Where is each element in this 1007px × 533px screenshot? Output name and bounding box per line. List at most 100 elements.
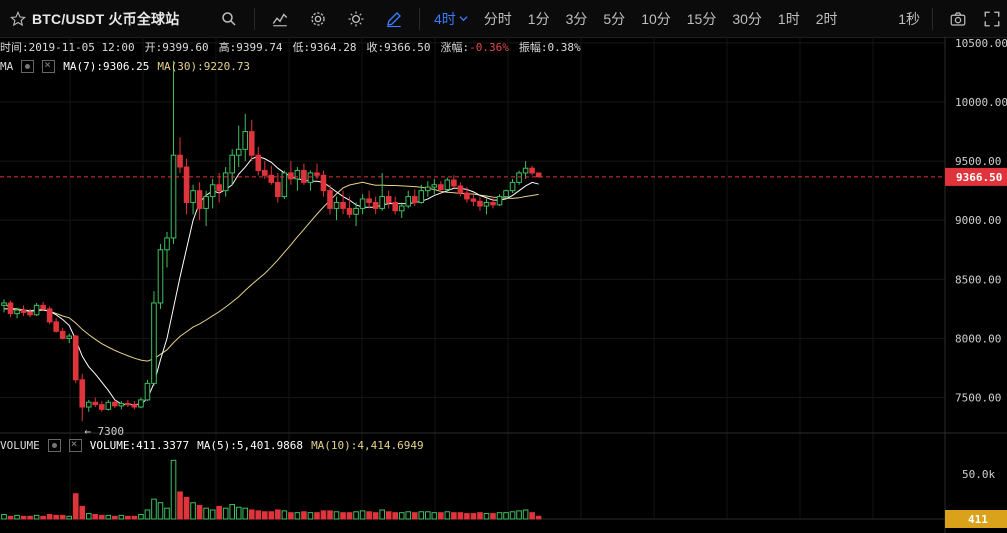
volume-bar	[411, 512, 418, 520]
volume-settings-icon[interactable]	[47, 438, 61, 452]
ohlc-info: 时间:2019-11-05 12:00 开:9399.60 高:9399.74 …	[0, 39, 581, 57]
ma30-value: MA(30):9220.73	[157, 59, 251, 73]
interval-dropdown[interactable]: 4时	[426, 0, 476, 37]
candles	[1, 60, 542, 422]
candle-body	[516, 172, 522, 183]
volume-tick-label: 50.0k	[962, 468, 995, 481]
interval-option-15m[interactable]: 15分	[686, 10, 717, 27]
active-interval-label: 4时	[434, 10, 456, 27]
last-price-label: 9366.50	[956, 171, 1002, 184]
candle-body	[275, 181, 281, 198]
volume-bar	[203, 507, 209, 520]
candle-body	[7, 302, 14, 315]
candle-body	[457, 185, 464, 194]
symbol-selector[interactable]: BTC/USDT 火币全球站	[0, 0, 210, 37]
ma-settings-icon[interactable]	[21, 59, 35, 73]
volume-value: VOLUME:411.3377	[89, 438, 190, 452]
candle-body	[535, 172, 542, 178]
toolbar-divider	[419, 7, 420, 30]
settings-button[interactable]	[299, 0, 337, 37]
search-button[interactable]	[210, 0, 248, 37]
candle-body	[333, 201, 340, 209]
candle-body	[314, 172, 320, 176]
volume-bar	[307, 512, 314, 520]
candle-body	[392, 201, 398, 212]
ma-label: MA	[0, 59, 14, 73]
volume-bar	[320, 510, 327, 520]
candle-body	[418, 190, 425, 203]
low-annotation: ← 7300	[84, 425, 124, 438]
candle-body	[222, 172, 229, 192]
volume-bar	[131, 515, 138, 520]
volume-bar	[242, 507, 249, 520]
candle-body	[405, 196, 412, 207]
candle-body	[372, 201, 379, 209]
interval-option-10m[interactable]: 10分	[641, 10, 671, 27]
candle-body	[464, 192, 470, 200]
volume-bar	[275, 509, 281, 520]
draw-button[interactable]	[375, 0, 413, 37]
candle-body	[248, 131, 255, 156]
interval-option-1h[interactable]: 1时	[777, 10, 800, 27]
volume-bar	[72, 493, 79, 520]
volume-bar	[53, 514, 59, 520]
volume-bar	[268, 511, 275, 520]
search-icon	[222, 11, 236, 26]
volume-bar	[457, 512, 464, 520]
volume-bar	[190, 502, 196, 520]
volume-bar	[20, 515, 27, 520]
screenshot-button[interactable]	[939, 0, 977, 37]
interval-option-fenshi[interactable]: 分时	[483, 10, 512, 27]
candle-body	[72, 335, 79, 381]
volume-bar	[1, 513, 7, 520]
interval-option-5m[interactable]: 5分	[603, 10, 626, 27]
candle-body	[385, 196, 392, 203]
candle-body	[229, 154, 235, 174]
symbol-name[interactable]: BTC/USDT 火币全球站	[32, 10, 180, 27]
price-tick-label: 7500.00	[955, 392, 1001, 405]
volume-bar	[144, 509, 151, 520]
volume-bar	[418, 511, 425, 520]
indicator-button[interactable]	[261, 0, 299, 37]
volume-bar	[255, 510, 262, 520]
volume-bar	[379, 509, 385, 520]
volume-bar	[7, 515, 14, 520]
volume-bar	[477, 512, 483, 520]
volume-close-icon[interactable]	[68, 437, 82, 452]
interval-option-2h[interactable]: 2时	[815, 10, 838, 27]
theme-button[interactable]	[337, 0, 375, 37]
interval-option-3m[interactable]: 3分	[565, 10, 588, 27]
volume-bar	[372, 512, 379, 520]
candle-body	[398, 205, 405, 212]
price-axis[interactable]: 10500.00 10000.00 9500.00 9000.00 8500.00 800…	[0, 37, 1007, 528]
ohlc-low: 低:9364.28	[292, 41, 357, 54]
volume-bar	[105, 514, 112, 520]
candle-body	[327, 190, 333, 209]
ma-close-icon[interactable]	[42, 58, 56, 73]
ma30-line	[3, 181, 539, 362]
volume-bar	[314, 512, 320, 520]
candle-body	[144, 382, 151, 401]
volume-bar	[327, 510, 333, 520]
volume-bar	[294, 512, 301, 520]
ohlc-amplitude: 振幅:0.38%	[518, 41, 581, 54]
candle-body	[340, 201, 346, 209]
candle-body	[203, 196, 209, 209]
volume-bar	[516, 510, 522, 520]
volume-bar	[444, 511, 451, 520]
ohlc-high: 高:9399.74	[218, 41, 283, 54]
volume-bar	[385, 511, 392, 520]
fullscreen-button[interactable]	[977, 0, 1007, 37]
candle-body	[59, 330, 66, 339]
star-icon[interactable]	[10, 10, 26, 27]
price-chart[interactable]: 10500.00 10000.00 9500.00 9000.00 8500.00 800…	[0, 37, 1007, 533]
interval-option-1m[interactable]: 1分	[527, 10, 550, 27]
ohlc-open: 开:9399.60	[144, 41, 209, 54]
candle-body	[138, 399, 144, 408]
ohlc-close: 收:9366.50	[366, 41, 431, 54]
candle-body	[79, 379, 86, 408]
interval-option-30m[interactable]: 30分	[732, 10, 762, 27]
volume-bar	[496, 512, 503, 520]
interval-option-1s[interactable]: 1秒	[898, 10, 920, 27]
volume-label: VOLUME	[0, 438, 40, 452]
